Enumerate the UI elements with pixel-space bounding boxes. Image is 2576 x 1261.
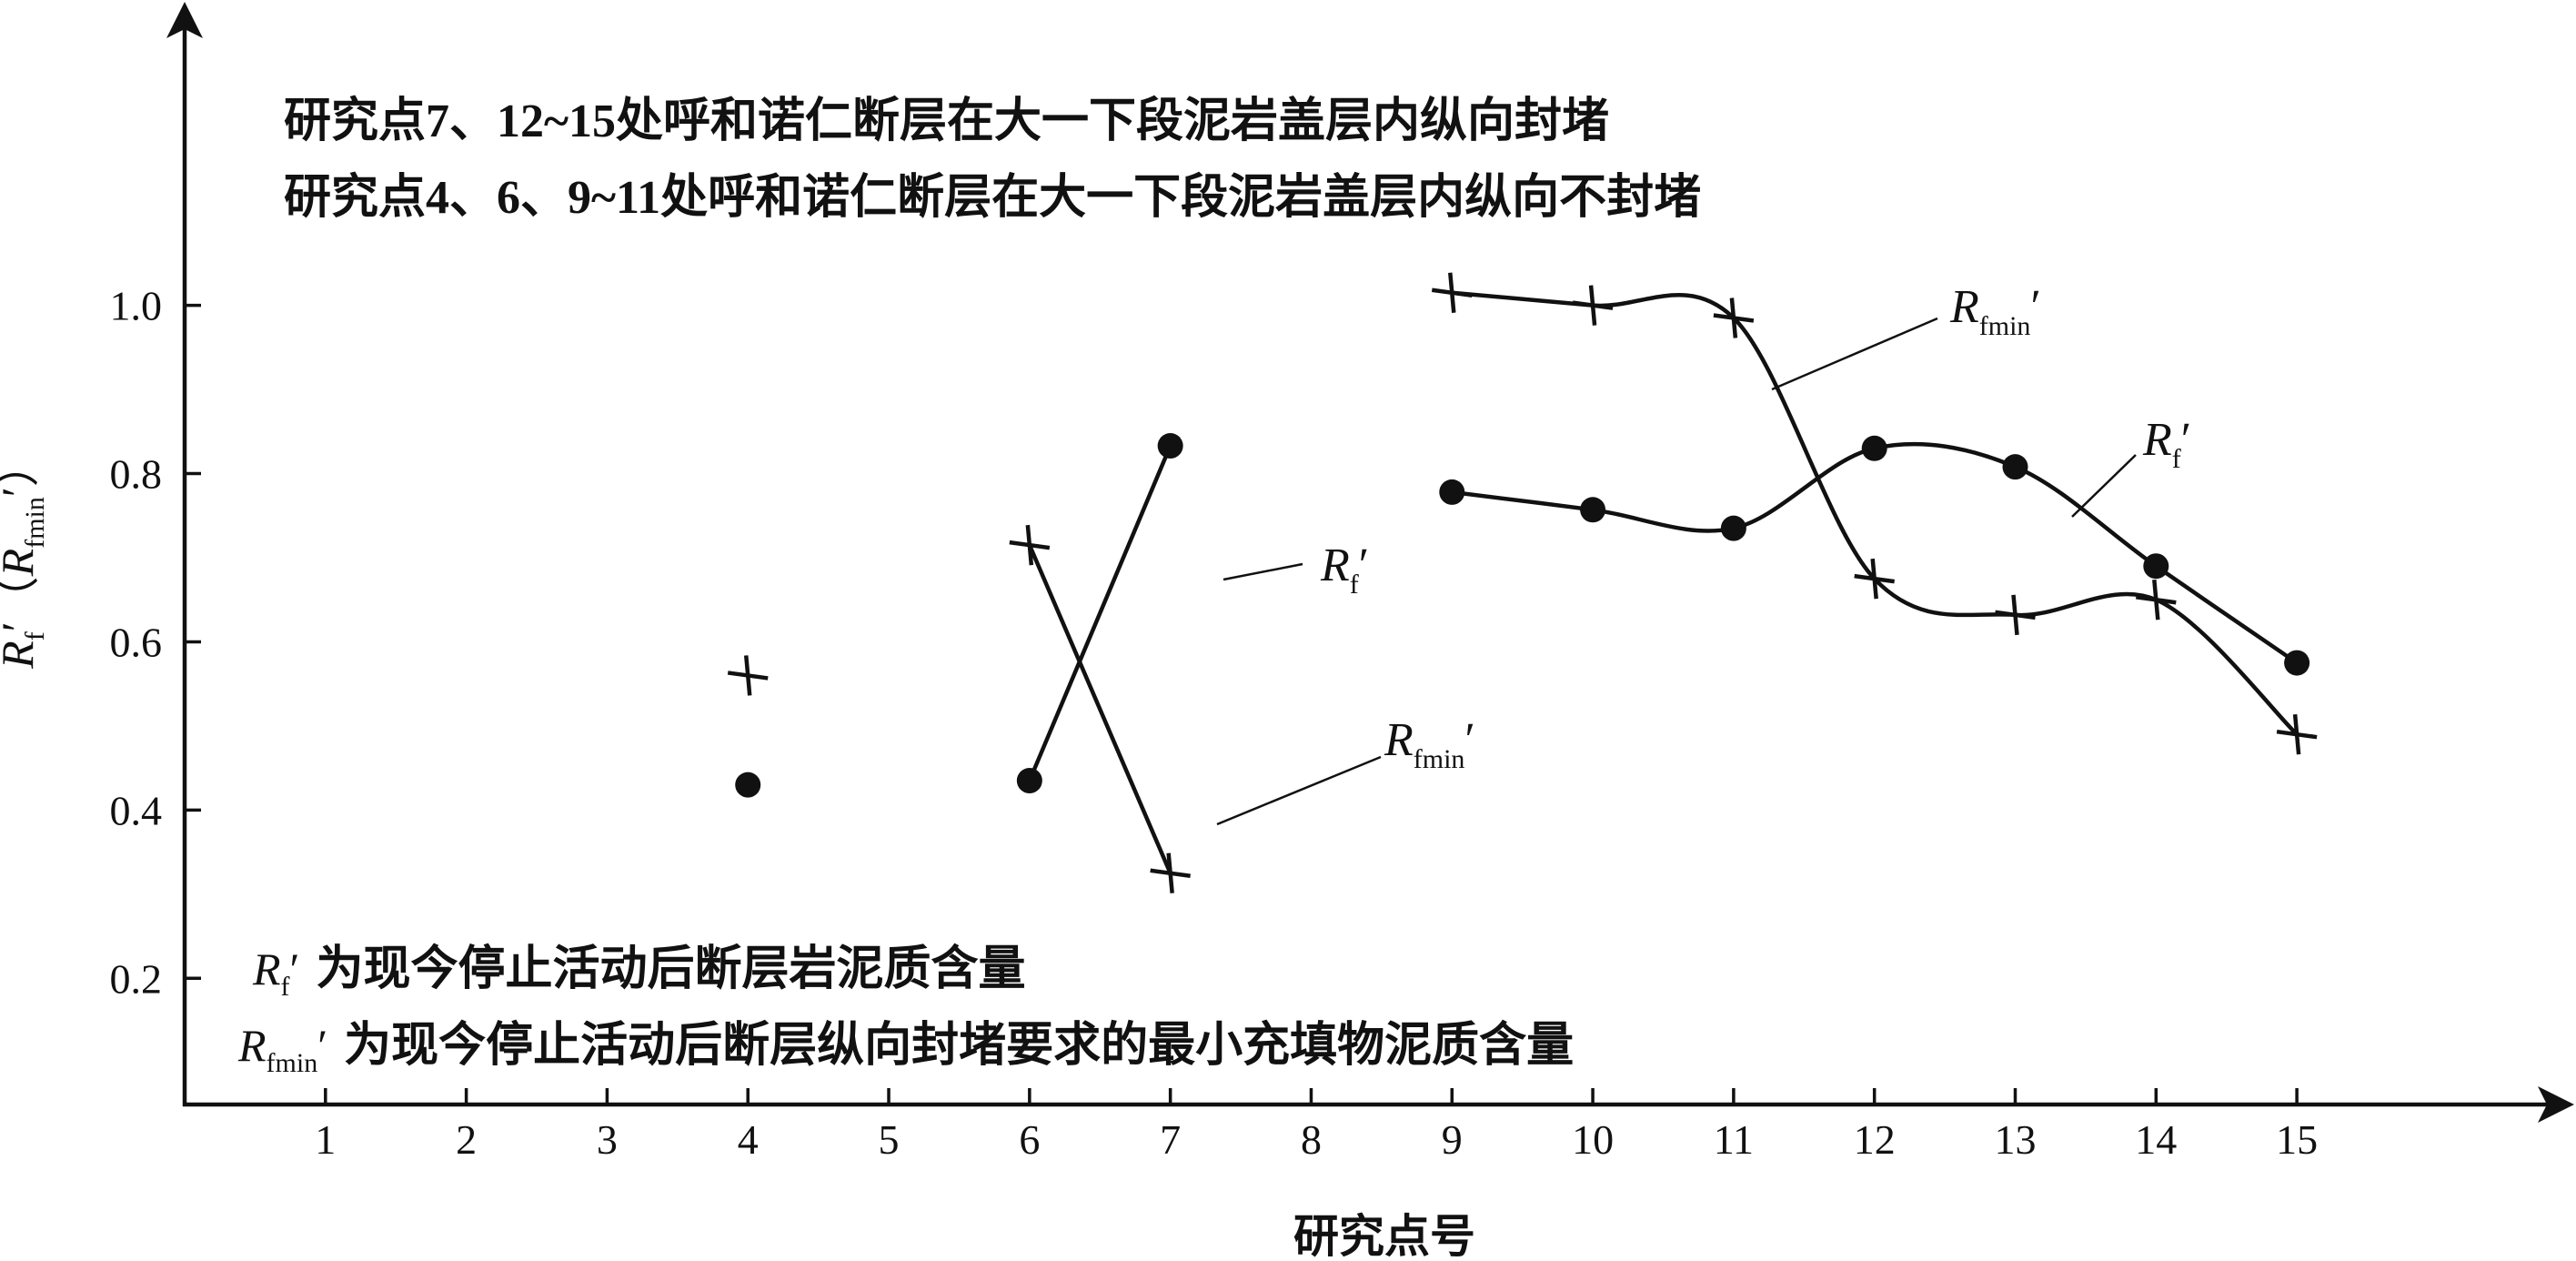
x-ticks: 1 2 3 4 5 6 7 8 9 10 11 12 13 14 15 bbox=[315, 1088, 2318, 1163]
series-rf bbox=[735, 433, 2310, 798]
x-tick-label-6: 6 bbox=[1019, 1116, 1040, 1163]
x-tick-label-15: 15 bbox=[2276, 1116, 2318, 1163]
point-rf-x4 bbox=[735, 772, 761, 798]
point-rf-x13 bbox=[2002, 454, 2028, 480]
leader-rfmin-left bbox=[1216, 755, 1382, 826]
y-tick-label-3: 0.8 bbox=[110, 451, 163, 498]
y-tick-label-1: 0.4 bbox=[110, 787, 163, 833]
point-rfmin-x13 bbox=[1995, 594, 2036, 636]
y-axis-title: Rf′（Rfmin′） bbox=[0, 441, 50, 670]
annotation-note-2: Rfmin′ 为现今停止活动后断层纵向封堵要求的最小充填物泥质含量 bbox=[237, 1019, 1574, 1078]
point-rfmin-x7 bbox=[1150, 852, 1191, 893]
y-ticks: 0.2 0.4 0.6 0.8 1.0 bbox=[110, 283, 201, 1002]
point-rfmin-x4 bbox=[727, 655, 769, 696]
x-tick-label-3: 3 bbox=[597, 1116, 618, 1163]
series-line-1-1 bbox=[1027, 544, 1172, 874]
x-tick-label-13: 13 bbox=[1995, 1116, 2037, 1163]
point-rf-x12 bbox=[1861, 435, 1887, 461]
point-rf-x15 bbox=[2284, 650, 2310, 676]
point-rfmin-x6 bbox=[1009, 524, 1051, 566]
curve-label-rf-right: Rf′ bbox=[2142, 414, 2191, 474]
point-rfmin-x15 bbox=[2276, 713, 2318, 755]
y-tick-label-0: 0.2 bbox=[110, 955, 163, 1002]
point-rfmin-x11 bbox=[1713, 298, 1755, 338]
x-tick-label-9: 9 bbox=[1442, 1116, 1463, 1163]
annotation-top-line-2: 研究点4、6、9~11处呼和诺仁断层在大一下段泥岩盖层内纵向不封堵 bbox=[284, 171, 1701, 224]
x-axis-arrow bbox=[2538, 1086, 2574, 1123]
leader-rf-left bbox=[1223, 562, 1303, 581]
point-rfmin-x9 bbox=[1431, 272, 1473, 313]
series-curve-1-2 bbox=[1452, 290, 2299, 736]
point-rf-x14 bbox=[2143, 553, 2169, 580]
y-tick-label-2: 0.6 bbox=[110, 619, 163, 665]
curve-label-rfmin-left: Rfmin′ bbox=[1384, 714, 1475, 774]
x-tick-label-14: 14 bbox=[2135, 1116, 2177, 1163]
point-rfmin-x14 bbox=[2136, 580, 2177, 620]
point-rf-x10 bbox=[1580, 497, 1606, 523]
series-curve-0-2 bbox=[1451, 441, 2299, 665]
point-rf-x11 bbox=[1720, 515, 1746, 541]
y-axis-arrow bbox=[166, 2, 203, 38]
series-line-0-1 bbox=[1027, 445, 1172, 782]
series-layer bbox=[727, 272, 2318, 893]
x-tick-label-8: 8 bbox=[1301, 1116, 1322, 1163]
axes bbox=[166, 2, 2574, 1123]
y-tick-label-4: 1.0 bbox=[110, 283, 163, 329]
annotation-note-1: Rf′ 为现今停止活动后断层岩泥质含量 bbox=[252, 943, 1026, 1002]
x-tick-label-7: 7 bbox=[1160, 1116, 1181, 1163]
point-rf-x7 bbox=[1157, 433, 1183, 459]
x-tick-label-2: 2 bbox=[456, 1116, 477, 1163]
leader-rf-right bbox=[2071, 454, 2137, 518]
x-tick-label-12: 12 bbox=[1854, 1116, 1896, 1163]
leader-lines bbox=[1216, 317, 2137, 826]
curve-label-rf-left: Rf′ bbox=[1320, 540, 1369, 600]
series-rfmin bbox=[727, 272, 2318, 893]
x-axis-title: 研究点号 bbox=[1293, 1211, 1475, 1261]
x-tick-label-10: 10 bbox=[1572, 1116, 1614, 1163]
point-rfmin-x10 bbox=[1572, 285, 1614, 326]
annotation-top-line-1: 研究点7、12~15处呼和诺仁断层在大一下段泥岩盖层内纵向封堵 bbox=[284, 95, 1609, 147]
x-tick-label-1: 1 bbox=[315, 1116, 336, 1163]
point-rf-x9 bbox=[1439, 479, 1465, 505]
x-tick-label-4: 4 bbox=[738, 1116, 759, 1163]
x-tick-label-5: 5 bbox=[879, 1116, 900, 1163]
x-tick-label-11: 11 bbox=[1714, 1116, 1754, 1163]
point-rfmin-x12 bbox=[1854, 558, 1895, 600]
curve-label-rfmin-right: Rfmin′ bbox=[1949, 281, 2041, 341]
point-rf-x6 bbox=[1016, 768, 1042, 794]
leader-rfmin-right bbox=[1771, 317, 1938, 391]
